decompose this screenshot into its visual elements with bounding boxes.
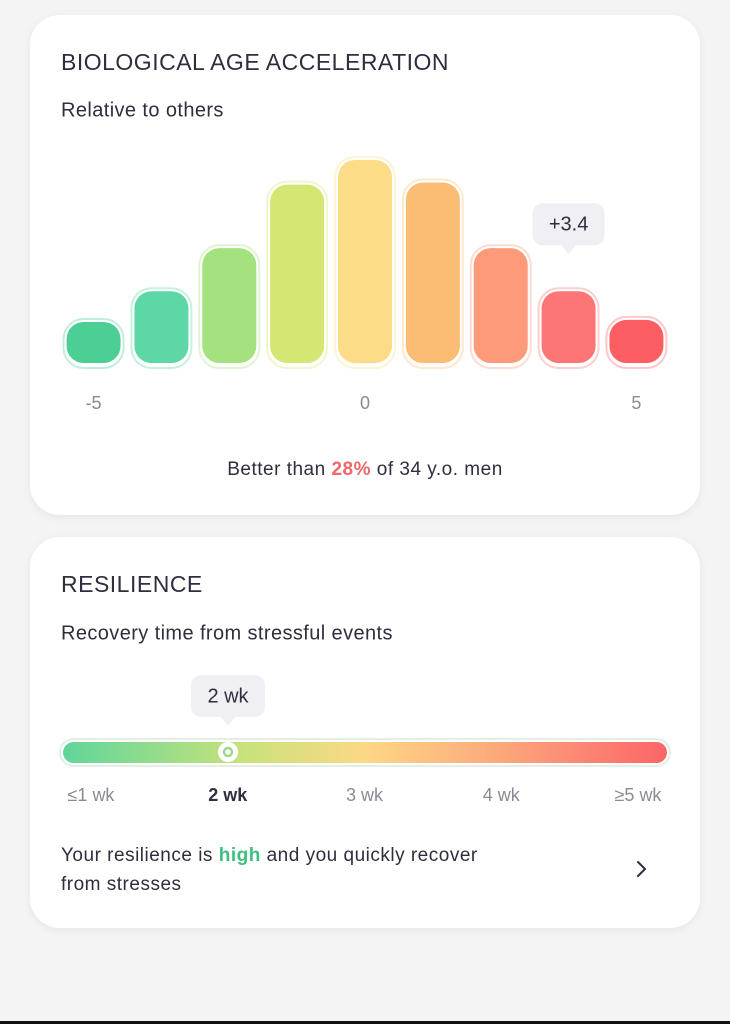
bar — [405, 182, 460, 363]
card-title: RESILIENCE — [61, 571, 203, 597]
annotation-box — [532, 203, 605, 246]
bar — [202, 248, 257, 363]
highlight: 28% — [331, 459, 371, 480]
bar — [270, 184, 325, 363]
bar — [609, 319, 664, 363]
bar — [473, 248, 528, 363]
x-tick-label: 5 — [631, 393, 641, 413]
histogram: -5 0 5 +3.4 — [62, 156, 668, 413]
chevron[interactable] — [637, 861, 647, 877]
scale-label: ≥5 wk — [615, 785, 663, 805]
scale-gradient — [63, 742, 667, 763]
text: Better than — [227, 459, 331, 480]
scale-label: 2 wk — [208, 785, 248, 805]
annotation-pointer — [560, 244, 577, 255]
scale-label: 4 wk — [483, 785, 521, 805]
highlight: high — [219, 845, 261, 866]
bar — [66, 321, 121, 363]
resilience-text: from stresses — [61, 874, 182, 895]
bar — [134, 291, 189, 363]
bar — [541, 291, 596, 363]
scale-labels: ≤1 wk 2 wk 3 wk 4 wk ≥5 wk — [68, 785, 663, 805]
x-tick-label: -5 — [86, 393, 102, 413]
bottom-edge — [0, 1021, 730, 1024]
scale-marker-dot — [222, 746, 234, 758]
text: and you quickly recover — [261, 845, 478, 866]
scale-label: 3 wk — [346, 785, 384, 805]
annotation-text: +3.4 — [549, 213, 588, 235]
resilience-text: Your resilience is high and you quickly … — [61, 845, 478, 866]
bar — [338, 160, 392, 363]
text: Your resilience is — [61, 845, 219, 866]
scale-marker — [218, 742, 238, 762]
x-tick-label: 0 — [360, 393, 370, 413]
card-subtitle: Recovery time from stressful events — [61, 622, 393, 644]
text: of 34 y.o. men — [371, 459, 503, 480]
scale-label: ≤1 wk — [68, 785, 116, 805]
card-subtitle: Relative to others — [61, 99, 224, 121]
resilience-card[interactable] — [30, 537, 700, 928]
callout-text: 2 wk — [207, 685, 249, 707]
callout-pointer — [220, 716, 236, 726]
callout-box — [191, 675, 265, 717]
footer-text: Better than 28% of 34 y.o. men — [227, 459, 503, 480]
card-title: BIOLOGICAL AGE ACCELERATION — [61, 49, 449, 75]
